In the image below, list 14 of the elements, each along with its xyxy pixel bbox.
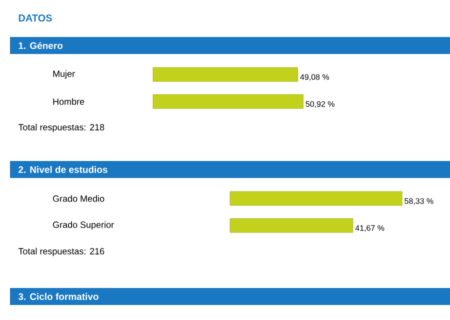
data-label: 49,08 % [300,74,330,81]
data-label: 41,67 % [355,225,384,232]
y-tick-label: Mujer [53,70,75,79]
y-tick-label: Hombre [53,98,84,105]
data-label: 50,92 % [306,101,334,108]
text: 2. Nivel de estudios [18,166,108,173]
data-label: 58,33 % [404,198,434,205]
text: 1. Género [18,42,63,50]
text: Total respuestas: 216 [18,248,104,256]
text: 3. Ciclo formativo [18,292,98,300]
text: DATOS [18,14,52,22]
text: Total respuestas: 218 [18,124,104,132]
y-tick-label: Grado Superior [52,221,114,230]
y-tick-label: Grado Medio [52,195,104,202]
